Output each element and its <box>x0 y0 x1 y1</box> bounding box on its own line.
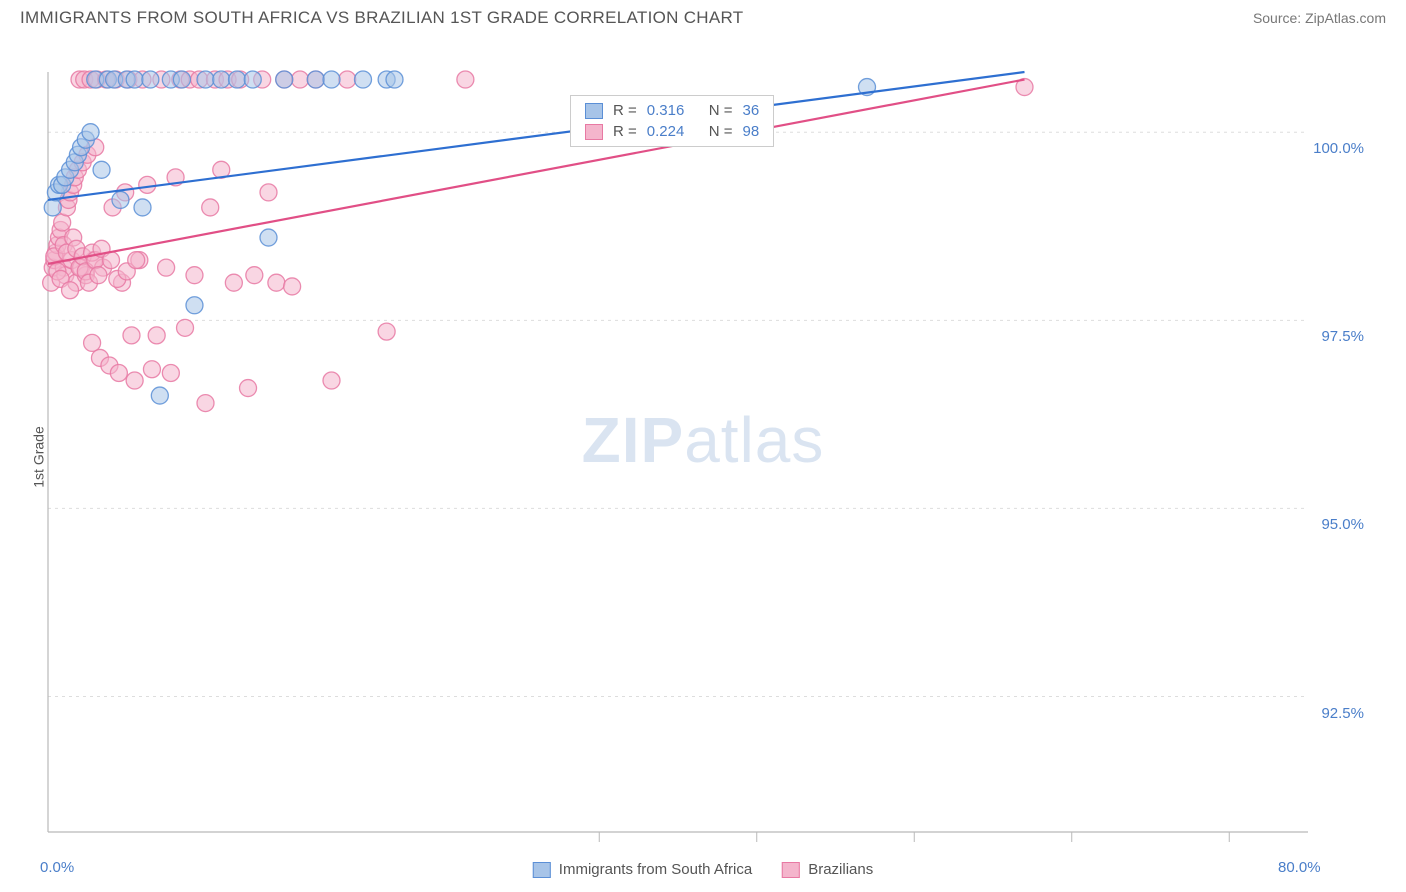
scatter-point <box>229 71 246 88</box>
series-legend: Immigrants from South Africa Brazilians <box>533 861 873 878</box>
r-value: 0.316 <box>647 102 699 119</box>
scatter-point <box>162 364 179 381</box>
scatter-point <box>142 71 159 88</box>
scatter-point <box>143 361 160 378</box>
scatter-point <box>186 297 203 314</box>
scatter-point <box>134 199 151 216</box>
n-label: N = <box>709 123 733 140</box>
correlation-legend: R = 0.316 N = 36 R = 0.224 N = 98 <box>570 95 774 147</box>
legend-row: R = 0.316 N = 36 <box>571 100 773 121</box>
legend-swatch <box>585 103 603 119</box>
chart-title: IMMIGRANTS FROM SOUTH AFRICA VS BRAZILIA… <box>20 8 743 28</box>
scatter-point <box>177 319 194 336</box>
trend-line <box>48 80 1025 264</box>
scatter-point <box>202 199 219 216</box>
scatter-point <box>246 267 263 284</box>
scatter-point <box>244 71 261 88</box>
n-value: 36 <box>743 102 760 119</box>
chart-area: 1st Grade ZIPatlas 92.5%95.0%97.5%100.0%… <box>0 32 1406 882</box>
scatter-point <box>186 267 203 284</box>
scatter-point <box>139 176 156 193</box>
scatter-point <box>197 71 214 88</box>
legend-swatch <box>782 862 800 878</box>
scatter-point <box>307 71 324 88</box>
scatter-point <box>123 327 140 344</box>
y-tick-label: 100.0% <box>1313 140 1364 157</box>
scatter-point <box>93 161 110 178</box>
legend-label: Brazilians <box>808 861 873 878</box>
legend-swatch <box>533 862 551 878</box>
scatter-plot <box>0 32 1406 882</box>
y-tick-label: 95.0% <box>1321 516 1364 533</box>
scatter-point <box>173 71 190 88</box>
scatter-point <box>260 229 277 246</box>
scatter-point <box>84 334 101 351</box>
scatter-point <box>284 278 301 295</box>
scatter-point <box>62 282 79 299</box>
scatter-point <box>225 274 242 291</box>
scatter-point <box>386 71 403 88</box>
legend-item: Brazilians <box>782 861 873 878</box>
scatter-point <box>292 71 309 88</box>
legend-row: R = 0.224 N = 98 <box>571 121 773 142</box>
scatter-point <box>276 71 293 88</box>
scatter-point <box>90 267 107 284</box>
scatter-point <box>260 184 277 201</box>
r-value: 0.224 <box>647 123 699 140</box>
source-label: Source: ZipAtlas.com <box>1253 10 1386 26</box>
scatter-point <box>339 71 356 88</box>
legend-label: Immigrants from South Africa <box>559 861 752 878</box>
scatter-point <box>54 214 71 231</box>
scatter-point <box>240 380 257 397</box>
legend-swatch <box>585 124 603 140</box>
scatter-point <box>268 274 285 291</box>
n-value: 98 <box>743 123 760 140</box>
scatter-point <box>197 395 214 412</box>
y-tick-label: 97.5% <box>1321 328 1364 345</box>
scatter-point <box>126 372 143 389</box>
scatter-point <box>323 71 340 88</box>
scatter-point <box>126 71 143 88</box>
scatter-point <box>44 199 61 216</box>
scatter-point <box>355 71 372 88</box>
scatter-point <box>82 124 99 141</box>
r-label: R = <box>613 123 637 140</box>
x-tick-label: 0.0% <box>40 859 74 876</box>
x-tick-label: 80.0% <box>1278 859 1321 876</box>
header: IMMIGRANTS FROM SOUTH AFRICA VS BRAZILIA… <box>0 0 1406 32</box>
y-tick-label: 92.5% <box>1321 705 1364 722</box>
scatter-point <box>323 372 340 389</box>
scatter-point <box>158 259 175 276</box>
legend-item: Immigrants from South Africa <box>533 861 752 878</box>
n-label: N = <box>709 102 733 119</box>
scatter-point <box>378 323 395 340</box>
trend-line <box>48 72 1025 200</box>
scatter-point <box>128 252 145 269</box>
scatter-point <box>148 327 165 344</box>
scatter-point <box>213 71 230 88</box>
scatter-point <box>151 387 168 404</box>
y-axis-label: 1st Grade <box>31 426 47 487</box>
scatter-point <box>112 191 129 208</box>
scatter-point <box>457 71 474 88</box>
r-label: R = <box>613 102 637 119</box>
scatter-point <box>110 364 127 381</box>
